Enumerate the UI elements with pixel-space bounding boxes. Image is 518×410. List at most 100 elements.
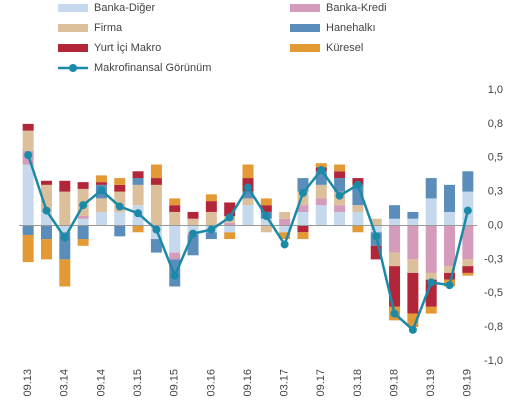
bar-segment xyxy=(352,225,364,233)
bar-segment xyxy=(59,191,71,226)
x-tick-label: 03.16 xyxy=(205,369,217,397)
bar-segment xyxy=(462,171,474,192)
bar-segment xyxy=(242,191,254,199)
bar-segment xyxy=(315,205,327,226)
bar-segment xyxy=(187,218,199,226)
line-marker xyxy=(189,229,198,238)
bar-segment xyxy=(59,232,71,260)
bar-segment xyxy=(187,234,199,256)
line-marker xyxy=(463,206,472,215)
bar-segment xyxy=(22,164,34,226)
bar-segment xyxy=(169,205,181,212)
bar-segment xyxy=(205,194,217,202)
bar-segment xyxy=(370,218,382,226)
bar-segment xyxy=(114,178,126,185)
bar-segment xyxy=(205,211,217,226)
bar-segment xyxy=(224,225,236,233)
bar-segment xyxy=(169,252,181,260)
legend-swatch xyxy=(58,44,88,52)
bar-segment xyxy=(114,211,126,226)
line-marker xyxy=(24,151,33,160)
bar-segment xyxy=(242,198,254,206)
bar-segment xyxy=(370,225,382,233)
y-tick-label: -1,0 xyxy=(484,355,503,367)
y-tick-label: 0,5 xyxy=(488,152,503,164)
bar-segment xyxy=(40,225,52,240)
bar-segment xyxy=(132,184,144,206)
bar-segment xyxy=(425,272,437,280)
bar-segment xyxy=(297,205,309,212)
bar-segment xyxy=(40,184,52,212)
bar-segment xyxy=(389,205,401,219)
x-tick-label: 09.19 xyxy=(462,369,474,397)
x-tick-label: 09.13 xyxy=(22,369,34,397)
line-marker xyxy=(335,191,344,200)
bar-segment xyxy=(260,205,272,212)
x-tick-label: 09.14 xyxy=(95,369,107,397)
legend-swatch xyxy=(290,24,320,32)
bar-segment xyxy=(444,184,456,212)
legend-swatch xyxy=(58,4,88,12)
bar-segment xyxy=(334,205,346,212)
line-marker xyxy=(298,188,307,197)
line-marker xyxy=(317,165,326,174)
bar-segment xyxy=(77,218,89,226)
bar-segment xyxy=(297,232,309,240)
bar-segment xyxy=(389,266,401,307)
bar-segment xyxy=(132,178,144,185)
bar-segment xyxy=(425,178,437,199)
bar-segment xyxy=(187,225,199,233)
bar-segment xyxy=(462,272,474,276)
bar-segment xyxy=(242,205,254,226)
bar-segment xyxy=(389,225,401,253)
line-marker xyxy=(372,232,381,241)
bar-segment xyxy=(297,225,309,233)
bar-segment xyxy=(150,178,162,185)
bar-segment xyxy=(425,306,437,314)
bar-segment xyxy=(169,225,181,253)
y-tick-label: 0,8 xyxy=(488,118,503,130)
bar-segment xyxy=(150,164,162,179)
bar-segment xyxy=(169,211,181,226)
bar-segment xyxy=(59,225,71,233)
bar-segment xyxy=(40,239,52,260)
bar-segment xyxy=(224,222,236,226)
bar-segment xyxy=(315,171,327,185)
bar-segment xyxy=(462,225,474,260)
bar-segment xyxy=(132,171,144,179)
line-marker xyxy=(225,213,234,222)
bar-segment xyxy=(444,266,456,273)
bar-segment xyxy=(59,180,71,192)
line-marker xyxy=(134,209,143,218)
x-tick-label: 09.15 xyxy=(169,369,181,397)
bar-segment xyxy=(22,130,34,151)
bar-segment xyxy=(407,313,419,328)
y-tick-label: 1,0 xyxy=(488,84,503,96)
bar-segment xyxy=(224,232,236,240)
bar-segment xyxy=(334,171,346,179)
line-marker xyxy=(115,202,124,211)
bar-segment xyxy=(334,178,346,192)
bar-segment xyxy=(95,175,107,183)
x-tick-label: 09.16 xyxy=(242,369,254,397)
line-marker xyxy=(445,281,454,290)
bar-segment xyxy=(114,184,126,192)
bar-segment xyxy=(77,216,89,219)
bar-segment xyxy=(407,225,419,260)
bar-segment xyxy=(95,211,107,226)
legend-swatch xyxy=(290,44,320,52)
bar-segment xyxy=(444,211,456,226)
bar-segment xyxy=(352,211,364,226)
bar-segment xyxy=(407,272,419,314)
line-marker xyxy=(207,225,216,234)
x-tick-label: 09.17 xyxy=(315,369,327,397)
bar-segment xyxy=(407,218,419,226)
bar-segment xyxy=(297,211,309,226)
legend-label: Hanehalkı xyxy=(326,22,376,34)
x-tick-label: 03.15 xyxy=(132,369,144,397)
line-marker xyxy=(97,186,106,195)
bar-segment xyxy=(40,211,52,226)
x-tick-label: 03.18 xyxy=(352,369,364,397)
bar-segment xyxy=(334,164,346,172)
bar-segment xyxy=(132,225,144,233)
